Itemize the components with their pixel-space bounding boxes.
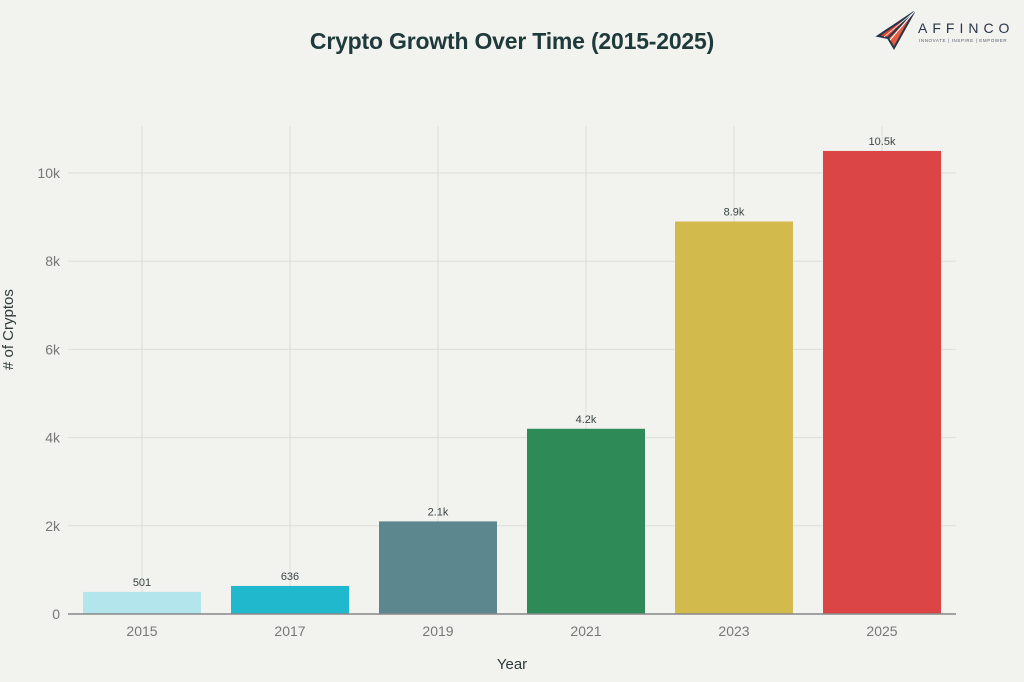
y-tick-label: 8k [45,253,61,269]
bar-2025 [823,150,941,614]
paper-plane-icon [875,11,915,50]
data-label: 2.1k [428,506,449,518]
bar-2019 [379,521,497,614]
data-label: 501 [133,577,151,589]
x-tick-label: 2021 [570,623,601,639]
y-tick-label: 0 [52,606,60,622]
y-tick-label: 10k [37,165,61,181]
x-tick-label: 2019 [422,623,453,639]
data-label: 4.2k [576,414,597,426]
chart-title: Crypto Growth Over Time (2015-2025) [309,28,715,54]
data-label: 10.5k [869,136,896,148]
x-tick-label: 2025 [866,623,897,639]
y-tick-label: 6k [45,341,61,357]
bar-2021 [527,428,645,614]
x-tick-label: 2023 [718,623,749,639]
y-tick-label: 4k [45,430,61,446]
data-label: 8.9k [724,207,745,219]
data-label: 636 [281,571,299,583]
x-tick-label: 2015 [126,623,157,639]
affinco-logo: AFFINCO INNOVATE | INSPIRE | EMPOWER [874,8,1020,50]
logo-tagline: INNOVATE | INSPIRE | EMPOWER [919,38,1008,43]
logo-name: AFFINCO [918,20,1015,36]
bar-2015 [83,591,201,614]
bar-2023 [675,221,793,614]
bar-2017 [231,585,349,614]
y-tick-label: 2k [45,518,61,534]
x-axis-label: Year [496,656,528,673]
x-tick-label: 2017 [274,623,305,639]
